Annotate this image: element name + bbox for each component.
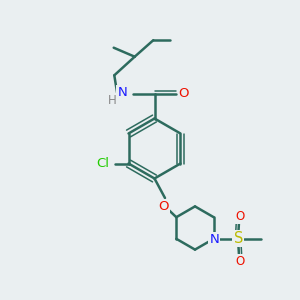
Text: O: O [235,255,244,268]
Text: O: O [158,200,169,213]
Text: H: H [108,94,117,107]
Text: N: N [118,86,127,99]
Text: O: O [235,210,244,223]
Text: S: S [234,231,243,246]
Text: O: O [179,87,189,101]
Text: Cl: Cl [97,157,110,170]
Text: N: N [209,232,219,246]
